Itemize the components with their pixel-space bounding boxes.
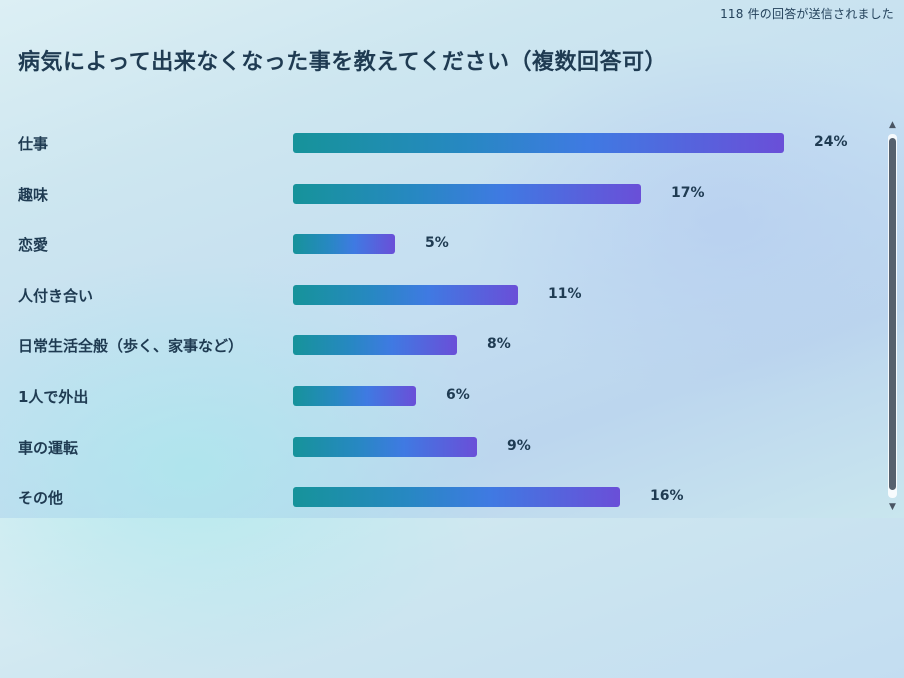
category-label: 趣味 xyxy=(18,186,49,204)
value-label: 24% xyxy=(814,134,848,150)
bar xyxy=(293,285,518,305)
bar-chart: 仕事 24% 趣味 17% 恋愛 5% 人付き合い 11% 日常生活全般（歩く、家事など） 8% 1… xyxy=(0,118,880,518)
category-label: 人付き合い xyxy=(18,287,94,305)
category-label: 車の運転 xyxy=(18,439,79,457)
bar xyxy=(293,335,457,355)
category-label: 仕事 xyxy=(18,135,49,153)
bar xyxy=(293,184,641,204)
chart-row: 仕事 24% xyxy=(0,131,880,155)
chart-row: その他 16% xyxy=(0,485,880,509)
chart-row: 恋愛 5% xyxy=(0,232,880,256)
scroll-thumb[interactable] xyxy=(889,138,896,490)
value-label: 11% xyxy=(548,286,582,302)
bar xyxy=(293,133,784,153)
scrollbar[interactable]: ▲ ▼ xyxy=(884,118,901,514)
scroll-track[interactable] xyxy=(888,134,897,498)
chart-row: 人付き合い 11% xyxy=(0,283,880,307)
value-label: 17% xyxy=(671,185,705,201)
bar xyxy=(293,437,477,457)
value-label: 8% xyxy=(487,336,511,352)
bar xyxy=(293,487,620,507)
category-label: 恋愛 xyxy=(18,236,49,254)
scroll-down-arrow-icon[interactable]: ▼ xyxy=(889,502,896,512)
value-label: 5% xyxy=(425,235,449,251)
scroll-up-arrow-icon[interactable]: ▲ xyxy=(889,120,896,130)
bar xyxy=(293,234,395,254)
chart-row: 日常生活全般（歩く、家事など） 8% xyxy=(0,333,880,357)
chart-row: 1人で外出 6% xyxy=(0,384,880,408)
response-count: 118 件の回答が送信されました xyxy=(720,7,894,21)
value-label: 9% xyxy=(507,438,531,454)
bar xyxy=(293,386,416,406)
chart-row: 車の運転 9% xyxy=(0,435,880,459)
value-label: 6% xyxy=(446,387,470,403)
value-label: 16% xyxy=(650,488,684,504)
category-label: 日常生活全般（歩く、家事など） xyxy=(18,337,244,355)
category-label: その他 xyxy=(18,489,64,507)
category-label: 1人で外出 xyxy=(18,388,89,406)
chart-row: 趣味 17% xyxy=(0,182,880,206)
question-title: 病気によって出来なくなった事を教えてください（複数回答可） xyxy=(18,50,667,75)
